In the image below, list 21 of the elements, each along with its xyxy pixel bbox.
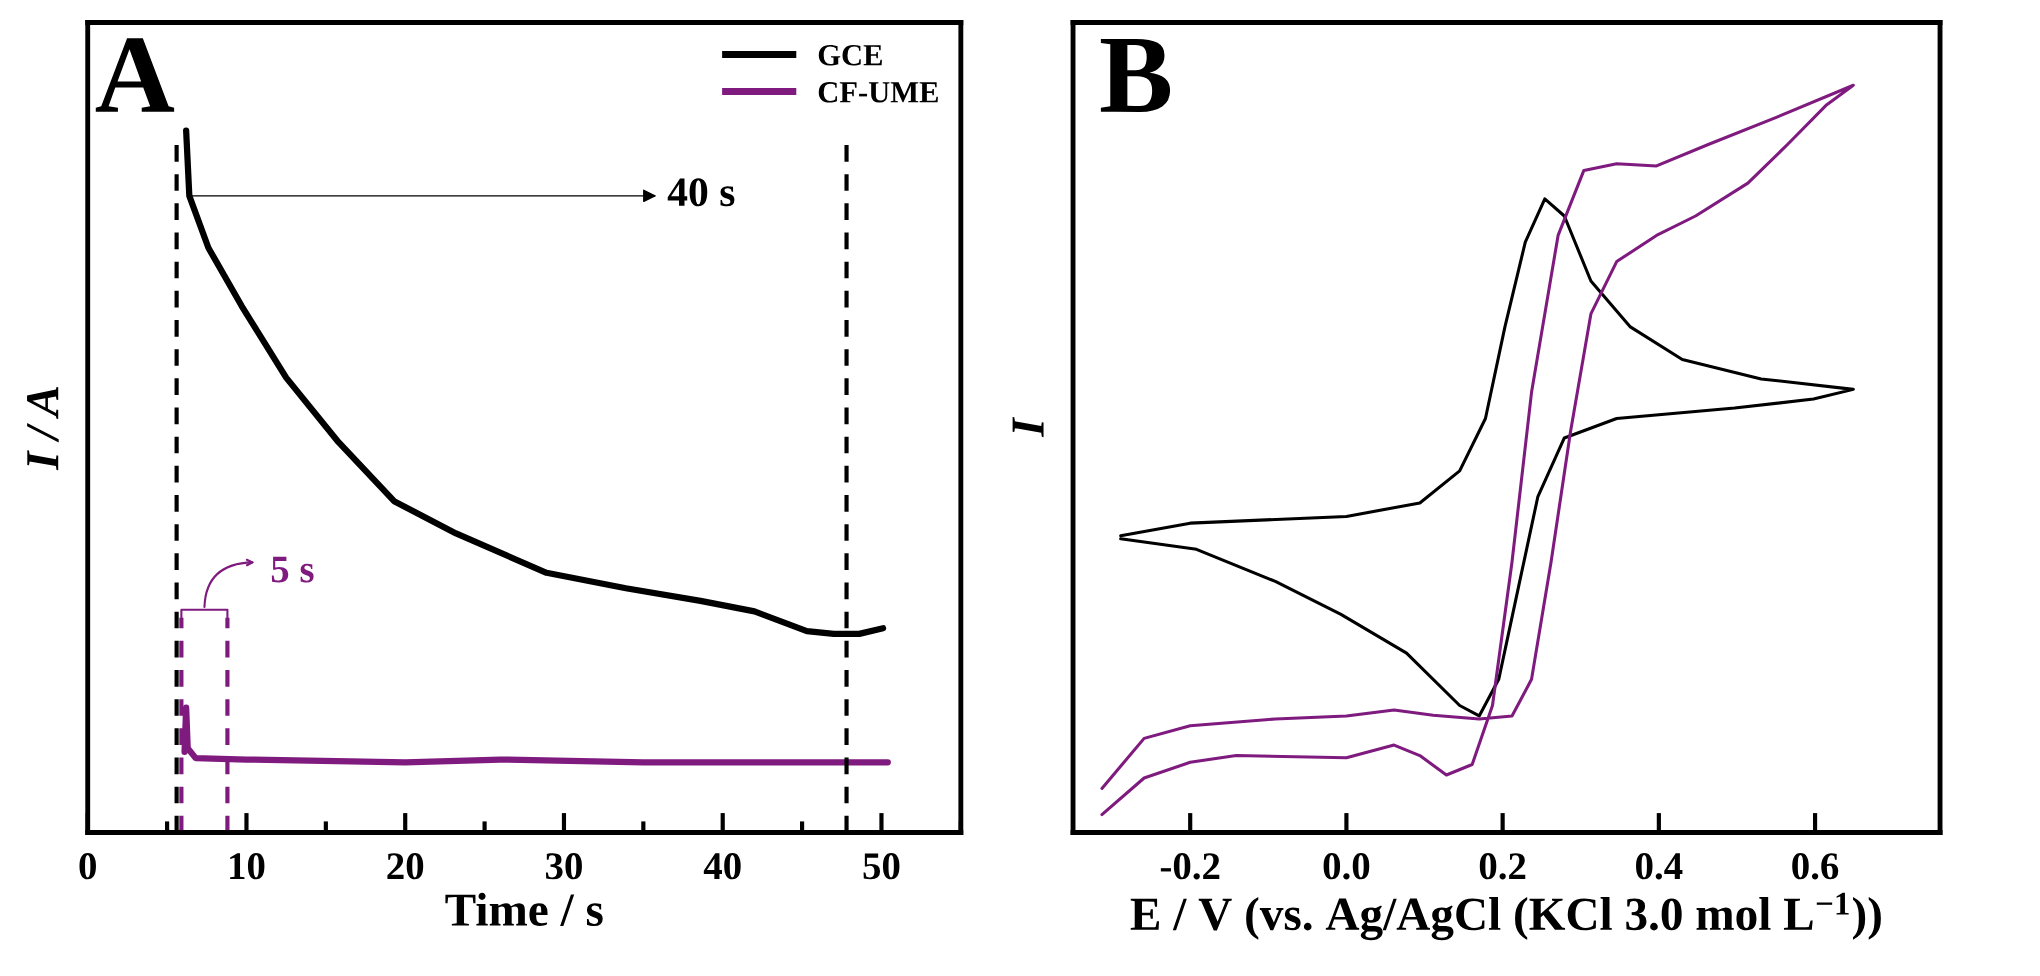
annotation: B — [1100, 38, 1171, 113]
x-axis-title: E / V (vs. Ag/AgCl (KCl 3.0 mol L$^{−1}$)) — [1130, 892, 1881, 941]
x-tick-label: 0.2 — [1479, 853, 1526, 880]
x-tick-label: 0.0 — [1323, 853, 1370, 880]
legend-label: CF-UME — [818, 82, 938, 103]
x-tick-label: 30 — [545, 853, 582, 880]
x-axis-title: Time / s — [445, 892, 603, 927]
y-axis-title: I / A — [27, 387, 59, 471]
x-tick-label: 0.6 — [1792, 853, 1839, 880]
annotation: 5 s — [271, 556, 314, 583]
x-tick-label: 50 — [863, 853, 900, 880]
x-tick-label: 10 — [230, 853, 265, 880]
x-tick-label: 0 — [79, 853, 96, 880]
x-tick-label: -0.2 — [1160, 853, 1220, 880]
x-tick-label: 40 — [703, 853, 741, 880]
legend-label: GCE — [818, 44, 882, 66]
text: A — [95, 38, 175, 112]
x-tick-label: 0.4 — [1636, 853, 1683, 880]
x-tick-label: 20 — [387, 853, 424, 880]
y-axis-title: I — [1012, 416, 1044, 438]
annotation: 40 s — [667, 178, 735, 207]
